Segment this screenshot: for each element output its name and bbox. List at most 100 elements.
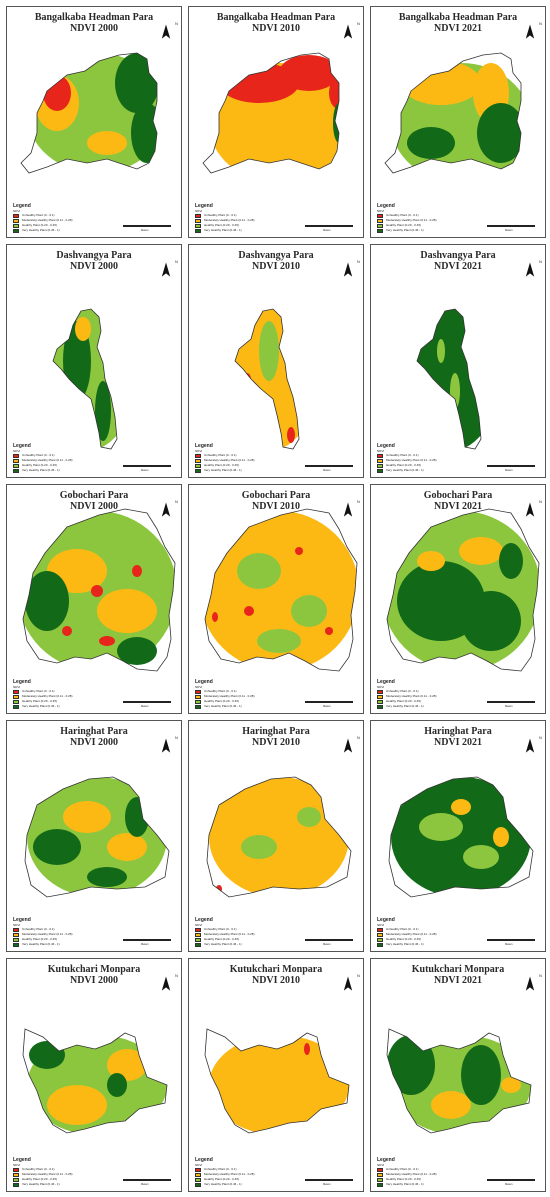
ndvi-map	[416, 308, 482, 450]
map-title: Gobochari Para	[423, 490, 493, 501]
ndvi-map	[388, 776, 534, 898]
map-subtitle: NDVI 2000	[69, 975, 119, 986]
map-title: Bangalkaba Headman Para	[216, 12, 336, 23]
legend-item: Very Healthy Plant (0.46 - 1)	[13, 1182, 72, 1187]
legend-item: Very Healthy Plant (0.46 - 1)	[377, 704, 436, 709]
legend-title: Legend	[13, 203, 31, 209]
ndvi-map	[386, 508, 540, 672]
legend-label: Healthy Plant (0.29 - 0.45)	[386, 937, 422, 941]
scale-bar: Meters	[487, 1179, 537, 1186]
legend-label: Healthy Plant (0.29 - 0.45)	[204, 699, 240, 703]
legend-subtitle: NDVI	[377, 685, 385, 689]
scale-bar: Meters	[123, 225, 173, 232]
boundary-outline	[22, 1028, 168, 1134]
legend-swatch	[377, 218, 383, 223]
ndvi-map	[52, 308, 118, 450]
ndvi-zone-very-healthy	[499, 543, 523, 579]
ndvi-zone-moderate	[451, 799, 471, 815]
map-subtitle: NDVI 2010	[251, 975, 301, 986]
boundary-outline	[386, 508, 540, 672]
legend-swatch	[377, 223, 383, 228]
map-subtitle: NDVI 2010	[251, 737, 301, 748]
map-legend: Legend NDVI Unhealthy Plant (0 - 0.1) Moder…	[13, 679, 72, 709]
scale-label: Meters	[141, 469, 149, 472]
scale-bar: Meters	[123, 465, 173, 472]
north-arrow-icon	[343, 262, 353, 277]
ndvi-zone-unhealthy	[132, 565, 142, 577]
legend-label: Healthy Plant (0.29 - 0.45)	[386, 463, 422, 467]
legend-item: Unhealthy Plant (0 - 0.1)	[377, 1167, 436, 1172]
ndvi-map	[204, 508, 358, 672]
legend-label: Moderately Healthy Plant (0.11 - 0.28)	[22, 458, 73, 462]
north-label: N	[539, 21, 542, 26]
legend-subtitle: NDVI	[377, 449, 385, 453]
legend-item: Very Healthy Plant (0.46 - 1)	[13, 468, 72, 473]
ndvi-map	[20, 52, 158, 174]
legend-swatch	[377, 1177, 383, 1182]
scale-label: Meters	[141, 1183, 149, 1186]
ndvi-zone-moderate	[107, 833, 147, 861]
scale-label: Meters	[141, 705, 149, 708]
legend-swatch	[13, 927, 19, 932]
legend-title: Legend	[195, 917, 213, 923]
legend-swatch	[195, 937, 201, 942]
legend-label: Moderately Healthy Plant (0.11 - 0.28)	[386, 218, 437, 222]
ndvi-zone-healthy	[259, 321, 279, 381]
legend-label: Healthy Plant (0.29 - 0.45)	[204, 463, 240, 467]
ndvi-zone-moderate	[459, 537, 503, 565]
boundary-outline	[384, 52, 522, 174]
legend-label: Very Healthy Plant (0.46 - 1)	[386, 228, 424, 232]
map-title: Haringhat Para	[242, 726, 310, 737]
legend-item: Unhealthy Plant (0 - 0.1)	[195, 927, 254, 932]
map-panel: Gobochari Para NDVI 2021 N Legend NDVI Unheal…	[370, 484, 546, 714]
legend-label: Moderately Healthy Plant (0.11 - 0.28)	[204, 1172, 255, 1176]
ndvi-zone-unhealthy	[212, 612, 218, 622]
boundary-outline	[22, 508, 176, 672]
boundary-outline	[386, 1028, 532, 1134]
north-arrow-icon	[525, 976, 535, 991]
legend-title: Legend	[377, 679, 395, 685]
legend-swatch	[377, 937, 383, 942]
map-title: Gobochari Para	[59, 490, 129, 501]
ndvi-zone-moderate	[87, 131, 127, 155]
map-legend: Legend NDVI Unhealthy Plant (0 - 0.1) Moder…	[13, 1157, 72, 1187]
scale-label: Meters	[505, 943, 513, 946]
legend-item: Healthy Plant (0.29 - 0.45)	[195, 463, 254, 468]
legend-item: Unhealthy Plant (0 - 0.1)	[13, 453, 72, 458]
map-panel: Dashvangya Para NDVI 2021 N Legend NDVI Unhea…	[370, 244, 546, 478]
north-arrow-icon	[343, 24, 353, 39]
legend-item: Very Healthy Plant (0.46 - 1)	[377, 228, 436, 233]
legend-item: Unhealthy Plant (0 - 0.1)	[13, 1167, 72, 1172]
legend-subtitle: NDVI	[195, 209, 203, 213]
legend-item: Moderately Healthy Plant (0.11 - 0.28)	[13, 932, 72, 937]
legend-label: Very Healthy Plant (0.46 - 1)	[22, 228, 60, 232]
map-title: Haringhat Para	[424, 726, 492, 737]
legend-swatch	[195, 458, 201, 463]
legend-item: Healthy Plant (0.29 - 0.45)	[13, 1177, 72, 1182]
north-arrow-icon	[525, 502, 535, 517]
map-subtitle: NDVI 2010	[251, 23, 301, 34]
legend-swatch	[195, 223, 201, 228]
scale-label: Meters	[323, 705, 331, 708]
legend-label: Very Healthy Plant (0.46 - 1)	[22, 468, 60, 472]
legend-item: Healthy Plant (0.29 - 0.45)	[13, 937, 72, 942]
legend-item: Healthy Plant (0.29 - 0.45)	[13, 463, 72, 468]
boundary-outline	[24, 776, 170, 898]
legend-title: Legend	[195, 679, 213, 685]
legend-swatch	[13, 228, 19, 233]
ndvi-map	[202, 52, 340, 174]
ndvi-zone-moderate	[209, 777, 349, 897]
legend-title: Legend	[13, 1157, 31, 1163]
legend-item: Moderately Healthy Plant (0.11 - 0.28)	[377, 1172, 436, 1177]
north-arrow-icon	[161, 502, 171, 517]
legend-label: Very Healthy Plant (0.46 - 1)	[204, 468, 242, 472]
legend-swatch	[377, 463, 383, 468]
map-panel: Gobochari Para NDVI 2010 N Legend NDVI Unheal…	[188, 484, 364, 714]
legend-item: Moderately Healthy Plant (0.11 - 0.28)	[377, 932, 436, 937]
ndvi-zone-moderate	[47, 1085, 107, 1125]
boundary-outline	[416, 308, 482, 450]
ndvi-map	[24, 776, 170, 898]
ndvi-zone-very-healthy	[417, 309, 481, 449]
legend-label: Moderately Healthy Plant (0.11 - 0.28)	[386, 932, 437, 936]
legend-swatch	[13, 694, 19, 699]
